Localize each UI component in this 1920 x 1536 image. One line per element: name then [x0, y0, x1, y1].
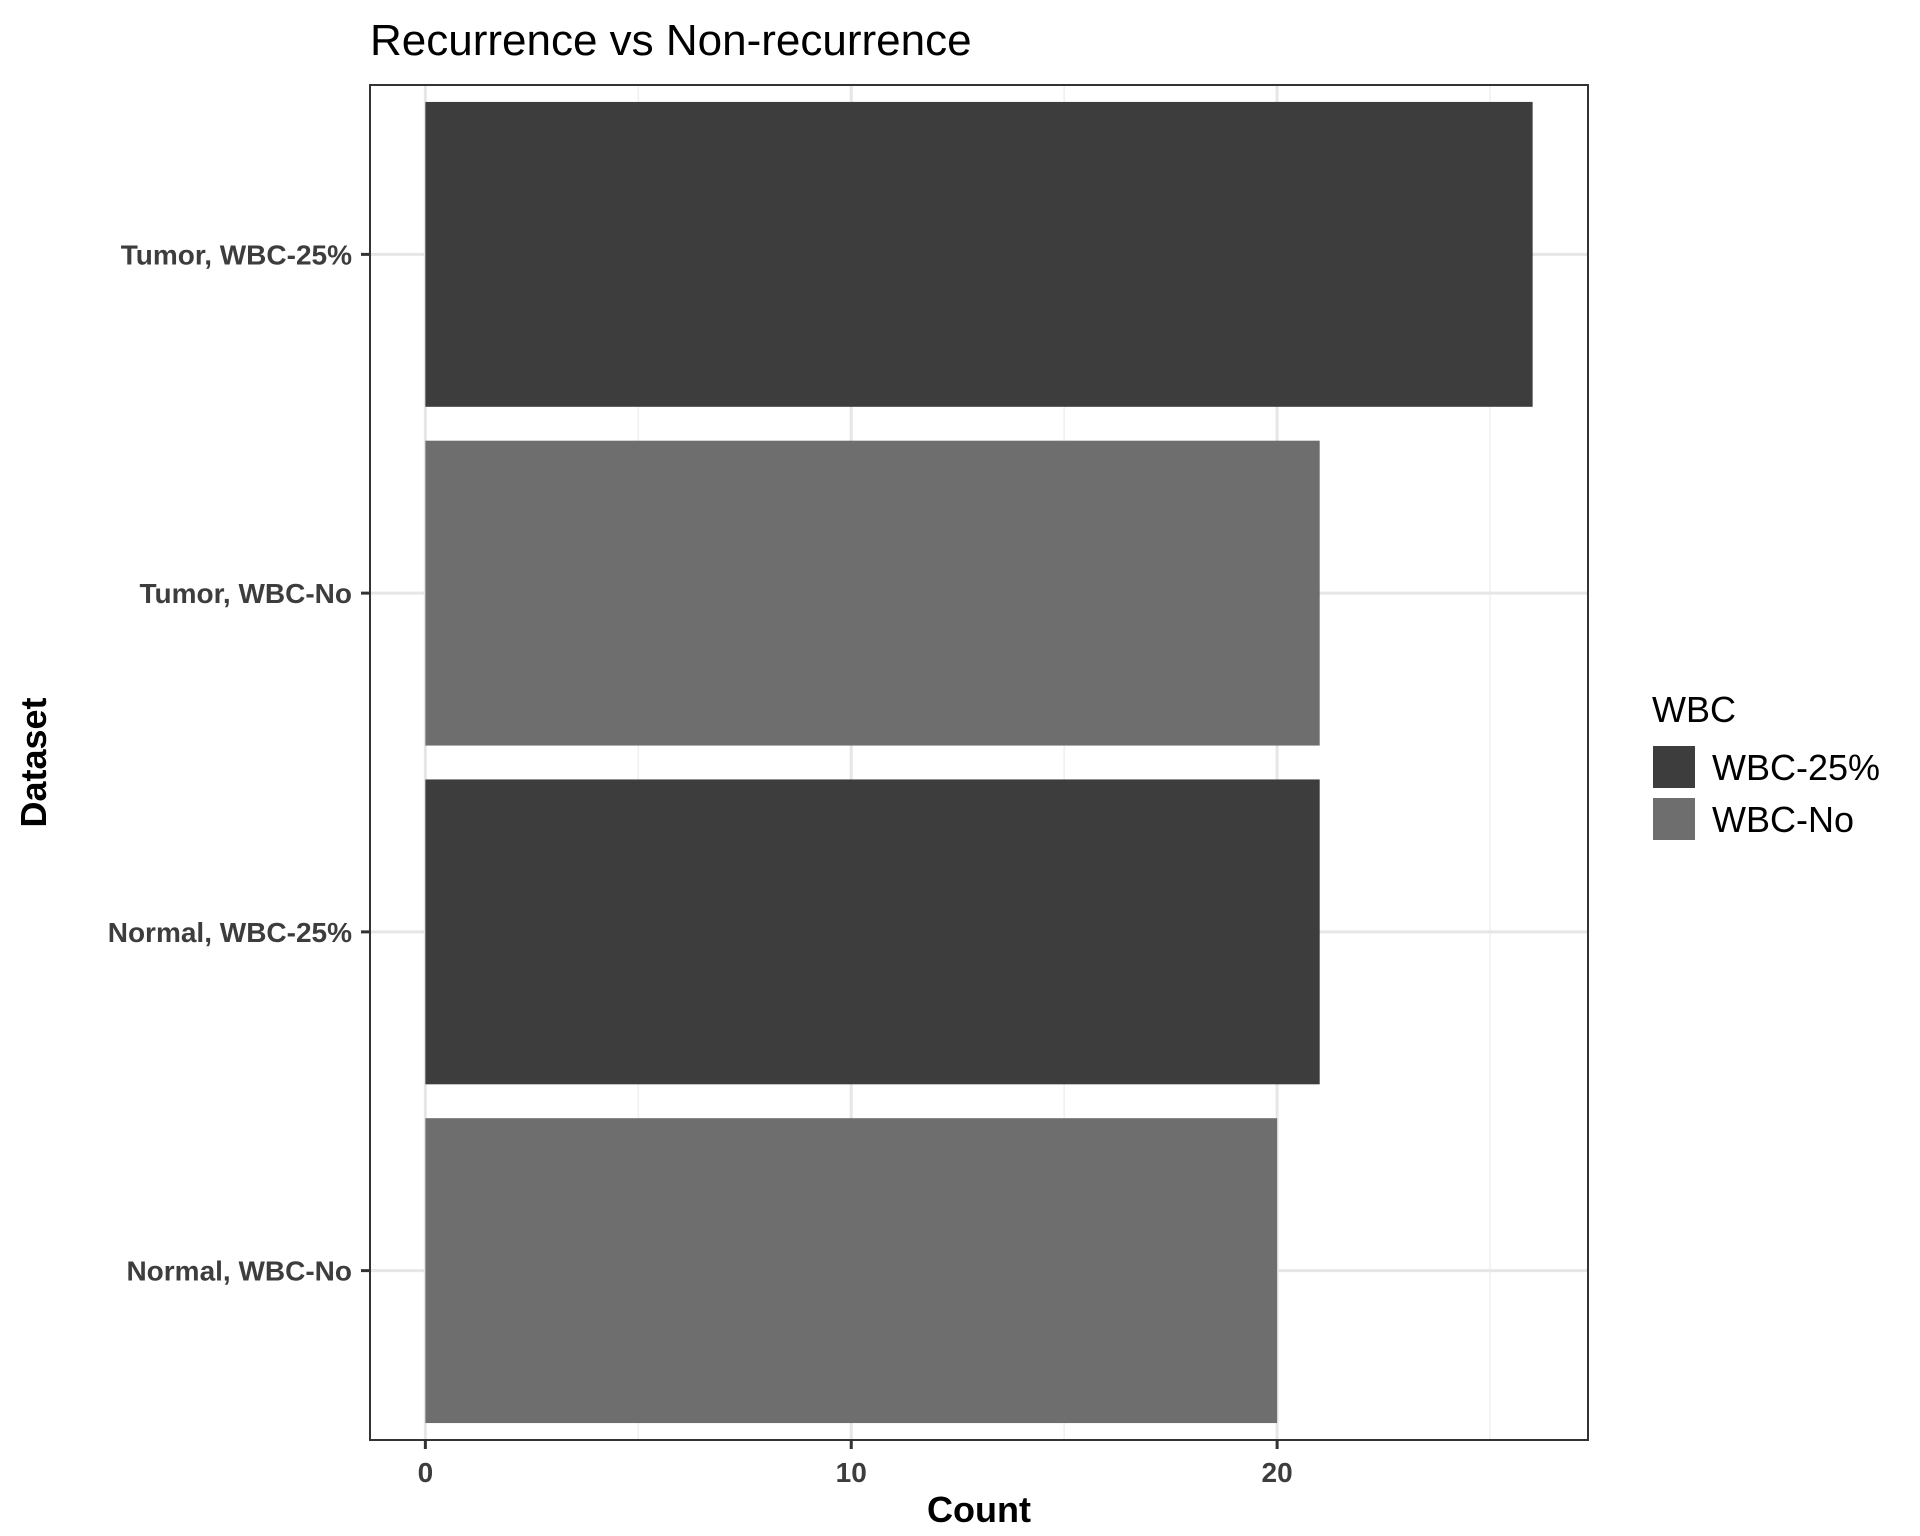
legend-key: [1653, 798, 1695, 840]
x-tick-label: 10: [836, 1457, 867, 1488]
bar: [425, 779, 1320, 1085]
legend: WBC WBC-25% WBC-No: [1652, 689, 1880, 840]
legend-label: WBC-No: [1712, 799, 1854, 840]
y-tick-label: Tumor, WBC-No: [139, 578, 352, 609]
chart-title: Recurrence vs Non-recurrence: [370, 16, 972, 65]
x-tick-label: 20: [1262, 1457, 1293, 1488]
plot-area: 0 10 20 Normal, WBC-No Normal, WBC-25% Tumor,…: [108, 84, 1589, 1488]
legend-title: WBC: [1652, 689, 1736, 730]
bar: [425, 1118, 1278, 1424]
legend-key: [1653, 746, 1695, 788]
panel-border: [369, 84, 1589, 1441]
bar: [425, 101, 1533, 407]
y-axis-title: Dataset: [13, 697, 54, 827]
x-axis-title: Count: [927, 1489, 1031, 1530]
x-tick-label: 0: [418, 1457, 434, 1488]
y-tick-label: Tumor, WBC-25%: [121, 239, 352, 270]
y-tick-label: Normal, WBC-No: [126, 1256, 352, 1287]
y-tick-label: Normal, WBC-25%: [108, 917, 352, 948]
bar: [425, 440, 1320, 746]
legend-label: WBC-25%: [1712, 747, 1880, 788]
